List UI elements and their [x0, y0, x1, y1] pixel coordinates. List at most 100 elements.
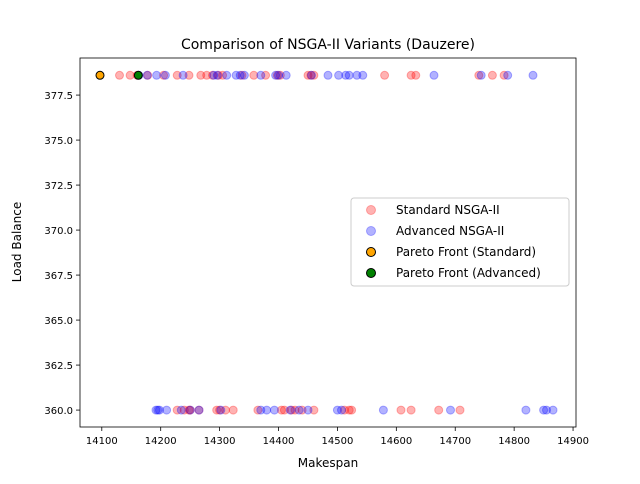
- data-point-series-1: [271, 70, 281, 80]
- data-point-series-1: [222, 70, 232, 80]
- points-layer: [95, 70, 558, 415]
- data-point-series-0: [272, 70, 282, 80]
- data-point-series-1: [528, 70, 538, 80]
- data-point-series-1: [307, 70, 316, 80]
- y-tick-label: 370.0: [44, 226, 73, 237]
- x-tick-label: 14900: [557, 436, 589, 447]
- legend: Standard NSGA-II Advanced NSGA-II Pareto F…: [350, 197, 570, 287]
- data-point-series-0: [344, 405, 354, 415]
- data-point-series-0: [208, 70, 217, 80]
- data-point-series-1: [160, 70, 170, 80]
- data-point-series-0: [196, 70, 206, 80]
- data-point-series-0: [202, 70, 212, 80]
- data-point-series-0: [411, 70, 421, 80]
- legend-marker-3: [366, 268, 376, 278]
- y-tick-label: 377.5: [44, 91, 73, 102]
- data-point-series-0: [143, 70, 153, 80]
- x-tick-label: 14300: [204, 436, 236, 447]
- data-point-series-1: [476, 70, 486, 80]
- data-point-series-1: [446, 405, 455, 415]
- data-point-series-0: [434, 405, 444, 415]
- data-point-series-1: [185, 405, 195, 415]
- data-point-series-0: [474, 70, 484, 80]
- legend-label-2: Pareto Front (Standard): [396, 245, 536, 259]
- data-point-series-0: [347, 405, 357, 415]
- x-axis-label: Makespan: [298, 456, 358, 470]
- data-point-series-1: [274, 70, 283, 80]
- data-point-series-0: [253, 405, 263, 415]
- data-point-series-0: [184, 405, 194, 415]
- data-point-series-1: [303, 405, 313, 415]
- data-point-series-1: [337, 405, 346, 415]
- data-point-series-0: [172, 70, 182, 80]
- data-point-series-0: [184, 70, 194, 80]
- data-point-series-1: [503, 70, 513, 80]
- data-point-series-1: [239, 70, 249, 80]
- y-tick-label: 375.0: [44, 136, 73, 147]
- data-point-series-1: [151, 405, 161, 415]
- data-point-series-0: [228, 405, 238, 415]
- data-point-series-0: [303, 70, 313, 80]
- data-point-series-0: [194, 405, 204, 415]
- data-point-series-2: [95, 70, 105, 80]
- data-point-series-1: [548, 405, 558, 415]
- data-point-series-0: [213, 70, 223, 80]
- data-point-series-1: [281, 70, 291, 80]
- data-point-series-0: [309, 70, 319, 80]
- data-point-series-0: [277, 405, 286, 415]
- data-point-series-0: [309, 405, 319, 415]
- data-point-series-0: [275, 70, 285, 80]
- x-tick-label: 14400: [263, 436, 295, 447]
- data-point-series-1: [176, 405, 186, 415]
- x-tick-label: 14800: [498, 436, 530, 447]
- data-point-series-1: [194, 405, 204, 415]
- legend-marker-2: [366, 247, 376, 257]
- data-point-series-1: [256, 405, 266, 415]
- data-point-series-1: [216, 405, 226, 415]
- data-point-series-1: [344, 70, 354, 80]
- data-point-series-0: [306, 70, 316, 80]
- legend-label-3: Pareto Front (Advanced): [396, 266, 541, 280]
- data-point-series-1: [323, 70, 333, 80]
- data-point-series-0: [455, 405, 465, 415]
- data-point-series-1: [378, 405, 388, 415]
- x-tick-label: 14600: [380, 436, 412, 447]
- data-point-series-1: [155, 405, 164, 415]
- data-point-series-1: [521, 405, 531, 415]
- data-point-series-1: [142, 70, 152, 80]
- data-point-series-0: [396, 405, 406, 415]
- data-point-series-1: [542, 405, 551, 415]
- data-point-series-1: [429, 70, 439, 80]
- data-point-series-1: [235, 70, 245, 80]
- data-point-series-0: [218, 70, 228, 80]
- y-tick-label: 367.5: [44, 271, 73, 282]
- data-point-series-0: [221, 405, 230, 415]
- data-point-series-0: [172, 405, 182, 415]
- legend-label-1: Advanced NSGA-II: [396, 224, 504, 238]
- data-point-series-0: [115, 70, 124, 80]
- data-point-series-0: [406, 405, 416, 415]
- x-tick-label: 14500: [322, 436, 354, 447]
- data-point-series-0: [185, 405, 195, 415]
- data-point-series-1: [294, 405, 304, 415]
- y-tick-label: 362.5: [44, 361, 73, 372]
- legend-label-0: Standard NSGA-II: [396, 203, 500, 217]
- data-point-series-1: [332, 405, 342, 415]
- data-point-series-1: [178, 70, 188, 80]
- x-tick-label: 14200: [145, 436, 177, 447]
- data-point-series-0: [249, 70, 259, 80]
- data-point-series-1: [352, 70, 362, 80]
- data-point-series-0: [297, 405, 307, 415]
- x-tick-label: 14100: [86, 436, 118, 447]
- data-point-series-1: [334, 70, 344, 80]
- data-point-series-1: [539, 405, 549, 415]
- data-point-series-0: [290, 405, 300, 415]
- data-point-series-0: [487, 70, 497, 80]
- data-point-series-1: [162, 405, 172, 415]
- y-tick-label: 360.0: [44, 406, 73, 417]
- data-point-series-1: [152, 70, 162, 80]
- data-point-series-0: [159, 70, 169, 80]
- data-point-series-0: [287, 405, 296, 415]
- data-point-series-1: [153, 405, 163, 415]
